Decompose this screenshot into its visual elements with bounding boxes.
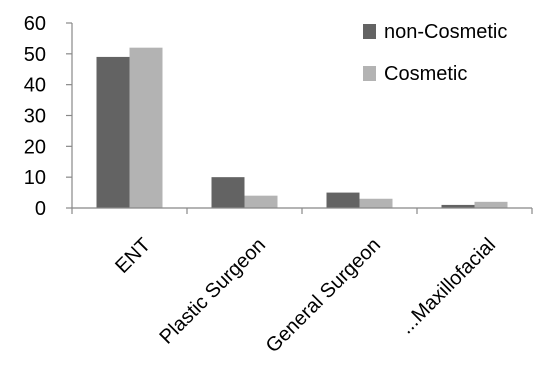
x-category-label: ...Maxillofacial [396, 234, 500, 338]
x-category-label: Plastic Surgeon [155, 234, 270, 349]
y-tick-label: 50 [24, 44, 46, 66]
bar-non-cosmetic-1 [211, 177, 245, 208]
legend-swatch-0 [363, 24, 376, 39]
bar-cosmetic-1 [244, 195, 278, 208]
y-axis: 0 10 20 30 40 50 60 [24, 13, 73, 220]
y-tick-label: 60 [24, 13, 46, 35]
y-tick-label: 20 [24, 136, 46, 158]
bar-non-cosmetic-3 [441, 204, 475, 208]
x-category-label: General Surgeon [262, 234, 385, 357]
bar-cosmetic-3 [474, 201, 508, 208]
legend-label-1: Cosmetic [384, 63, 467, 85]
y-tick-label: 40 [24, 75, 46, 97]
legend-swatch-1 [363, 66, 376, 81]
bar-non-cosmetic-2 [326, 192, 360, 208]
legend: non-Cosmetic Cosmetic [363, 21, 507, 85]
bar-cosmetic-0 [129, 47, 163, 208]
y-tick-label: 0 [35, 198, 46, 220]
bar-non-cosmetic-0 [96, 56, 130, 208]
bars [96, 47, 508, 208]
y-tick-label: 30 [24, 106, 46, 128]
legend-label-0: non-Cosmetic [384, 21, 507, 43]
bar-cosmetic-2 [359, 198, 393, 208]
y-tick-label: 10 [24, 167, 46, 189]
x-category-label: ENT [111, 234, 155, 278]
